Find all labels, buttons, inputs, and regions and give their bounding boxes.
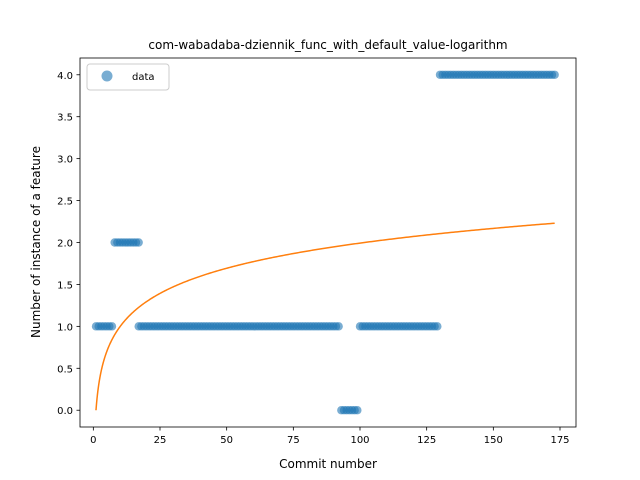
legend: data xyxy=(86,63,170,91)
data-point xyxy=(107,322,117,331)
y-tick-label: 4.0 xyxy=(57,71,73,82)
fit-curve xyxy=(95,222,555,411)
y-tick-label: 3.0 xyxy=(57,155,73,166)
x-tick-label: 75 xyxy=(287,435,300,446)
axes: 0 25 50 75 100 125 150 175 0.0 0.5 1.0 1.5 2.0 2.5 3.0… xyxy=(57,57,577,446)
data-point xyxy=(134,238,143,247)
y-tick-label: 0.5 xyxy=(57,364,73,375)
plot-area xyxy=(91,70,559,415)
x-tick-label: 125 xyxy=(417,435,436,446)
y-tick-label: 2.0 xyxy=(57,239,73,250)
x-tick-label: 100 xyxy=(350,435,369,446)
x-tick-label: 150 xyxy=(484,435,503,446)
y-tick-label: 3.5 xyxy=(57,113,73,124)
y-tick-label: 1.5 xyxy=(57,280,73,291)
x-tick-label: 175 xyxy=(550,435,569,446)
x-axis-title: Commit number xyxy=(279,457,377,471)
legend-frame xyxy=(86,63,170,91)
legend-label-data: data xyxy=(132,72,155,83)
legend-marker-data xyxy=(101,70,113,82)
data-point xyxy=(353,406,362,415)
y-tick-label: 1.0 xyxy=(57,322,73,333)
data-point xyxy=(433,322,442,331)
chart-title: com-wabadaba-dziennik_func_with_default_… xyxy=(148,38,507,52)
x-tick-label: 25 xyxy=(154,435,167,446)
y-axis-title: Number of instance of a feature xyxy=(29,146,43,338)
data-point xyxy=(550,70,559,79)
y-tick-label: 2.5 xyxy=(57,197,73,208)
data-point xyxy=(334,322,343,331)
x-tick-label: 50 xyxy=(220,435,233,446)
y-tick-label: 0.0 xyxy=(57,406,73,417)
x-tick-label: 0 xyxy=(90,435,96,446)
